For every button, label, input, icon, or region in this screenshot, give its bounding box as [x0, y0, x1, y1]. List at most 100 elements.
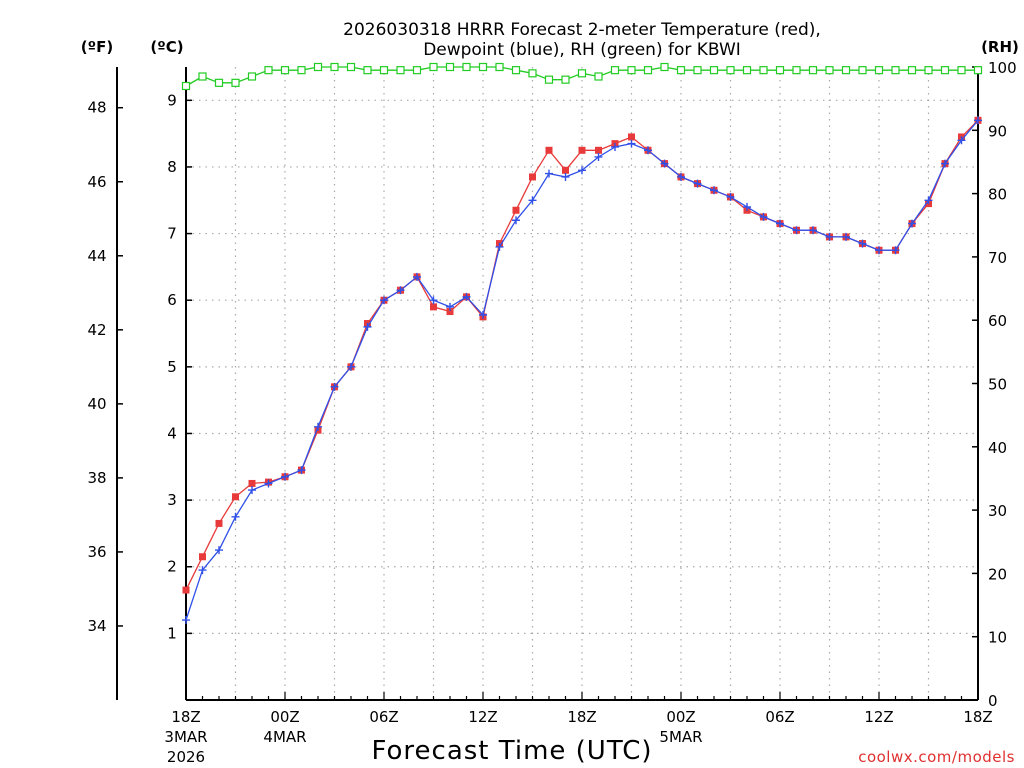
- fahrenheit-tick-label: 36: [87, 543, 106, 561]
- rh-point: [660, 62, 669, 72]
- rh-point: [330, 62, 339, 72]
- dewpoint-point: [710, 186, 718, 195]
- dewpoint-point: [297, 466, 306, 475]
- temperature-point: [512, 206, 520, 214]
- dewpoint-point: [479, 310, 487, 319]
- x-tick-label: 00Z: [270, 708, 299, 726]
- rh-point: [577, 69, 587, 78]
- temperature-point: [628, 133, 635, 141]
- dewpoint-point: [495, 242, 504, 251]
- rh-tick-label: 20: [988, 565, 1007, 583]
- dewpoint-point: [858, 239, 867, 248]
- dewpoint-point: [248, 486, 256, 495]
- x-tick-date-label: 4MAR: [263, 728, 306, 746]
- dewpoint-point: [759, 212, 768, 221]
- fahrenheit-tick-label: 46: [87, 173, 106, 191]
- rh-point: [231, 78, 240, 87]
- x-tick-date-label: 3MAR: [164, 728, 207, 746]
- rh-point: [396, 66, 405, 75]
- rh-point: [346, 62, 356, 72]
- dewpoint-point: [231, 512, 240, 521]
- rh-point: [940, 66, 950, 75]
- rh-point: [297, 66, 306, 75]
- rh-point: [643, 66, 653, 75]
- fahrenheit-unit-label: (ºF): [81, 38, 113, 56]
- rh-tick-label: 90: [988, 122, 1007, 140]
- rh-point: [495, 62, 504, 72]
- x-tick-label: 06Z: [369, 708, 398, 726]
- dewpoint-point: [957, 136, 966, 145]
- celsius-tick-label: 9: [167, 91, 177, 109]
- rh-point: [874, 66, 884, 75]
- temperature-point: [182, 586, 190, 594]
- fahrenheit-tick-label: 44: [87, 247, 106, 265]
- dewpoint-point: [809, 226, 817, 235]
- x-tick-label: 12Z: [864, 708, 893, 726]
- celsius-tick-label: 6: [167, 291, 177, 309]
- rh-point: [462, 62, 471, 72]
- rh-tick-label: 50: [988, 376, 1007, 394]
- rh-tick-label: 0: [988, 692, 998, 710]
- x-tick-label: 12Z: [468, 708, 497, 726]
- rh-point: [891, 66, 900, 75]
- dewpoint-point: [446, 302, 454, 311]
- rh-point: [924, 66, 933, 75]
- dewpoint-point: [512, 216, 520, 225]
- fahrenheit-tick-label: 38: [87, 469, 106, 487]
- temperature-point: [430, 303, 437, 311]
- fahrenheit-tick-label: 34: [87, 617, 106, 635]
- rh-point: [247, 72, 257, 81]
- rh-point: [627, 66, 636, 75]
- x-tick-label: 18Z: [171, 708, 200, 726]
- fahrenheit-tick-label: 40: [87, 395, 106, 413]
- credit-text: coolwx.com/models: [858, 748, 1015, 766]
- dewpoint-point: [314, 422, 322, 431]
- rh-point: [775, 66, 785, 75]
- x-tick-date-label: 5MAR: [659, 728, 702, 746]
- rh-point: [693, 66, 702, 75]
- rh-point: [379, 66, 389, 75]
- rh-point: [726, 66, 735, 75]
- dewpoint-point: [264, 479, 273, 488]
- rh-point: [957, 66, 966, 75]
- rh-point: [561, 75, 570, 84]
- fahrenheit-tick-label: 42: [87, 321, 106, 339]
- rh-point: [808, 66, 818, 75]
- axes: 1234567893436384042444648010203040506070…: [87, 59, 1016, 766]
- dewpoint-point: [825, 232, 834, 241]
- dewpoint-point: [924, 196, 933, 205]
- temperature-point: [578, 146, 586, 154]
- rh-point: [412, 66, 422, 75]
- rh-tick-label: 30: [988, 502, 1007, 520]
- rh-tick-label: 100: [988, 59, 1017, 77]
- rh-point: [676, 66, 686, 75]
- dewpoint-point: [611, 142, 619, 151]
- dewpoint-point: [660, 159, 669, 168]
- temperature-point: [562, 166, 569, 174]
- dewpoint-point: [380, 296, 388, 305]
- grid-lines: [186, 67, 978, 700]
- dewpoint-point: [776, 219, 784, 228]
- dewpoint-point: [215, 546, 223, 555]
- rh-point: [742, 66, 752, 75]
- rh-point: [858, 66, 867, 75]
- x-tick-label: 18Z: [567, 708, 596, 726]
- rh-tick-label: 10: [988, 629, 1007, 647]
- rh-point: [594, 72, 603, 81]
- rh-point: [759, 66, 768, 75]
- dewpoint-point: [545, 169, 553, 178]
- rh-point: [478, 62, 488, 72]
- dewpoint-point: [627, 139, 636, 148]
- dewpoint-point: [182, 616, 190, 625]
- celsius-tick-label: 3: [167, 491, 177, 509]
- rh-point: [313, 62, 323, 72]
- temperature-point: [595, 146, 602, 154]
- rh-tick-label: 70: [988, 249, 1007, 267]
- chart-title-line1: 2026030318 HRRR Forecast 2-meter Tempera…: [343, 20, 821, 40]
- temperature-point: [446, 308, 454, 316]
- x-axis-title: Forecast Time (UTC): [371, 736, 652, 766]
- rh-point: [264, 66, 273, 75]
- rh-point: [825, 66, 834, 75]
- dewpoint-point: [578, 166, 586, 175]
- series-layer: [181, 62, 983, 625]
